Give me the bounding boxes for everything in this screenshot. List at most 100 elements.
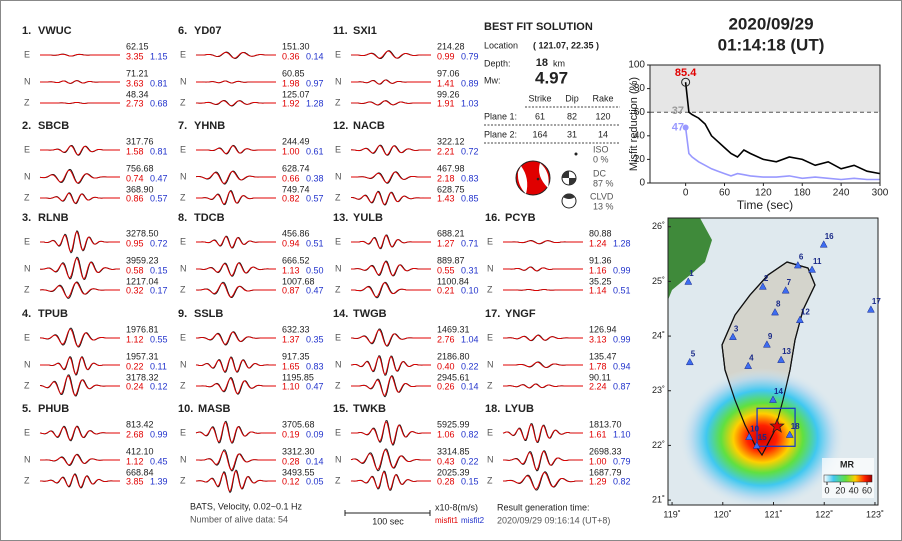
misfit2: 0.14 (306, 456, 324, 466)
amplitude: 35.25 (589, 276, 612, 286)
amplitude: 668.84 (126, 467, 154, 477)
station-name: YULB (353, 212, 383, 224)
misfit1: 0.94 (282, 238, 300, 248)
station-label: 15 (758, 433, 767, 442)
misfit1: 1.37 (282, 334, 300, 344)
solution-panel: BEST FIT SOLUTION Location ( 121.07, 22.… (484, 21, 620, 211)
component-label: N (335, 263, 342, 273)
misfit1: 0.22 (126, 361, 144, 371)
x-tick-label: 0 (683, 188, 689, 199)
misfit1: 0.55 (437, 265, 455, 275)
beachball-point (536, 177, 540, 181)
station-marker (866, 305, 875, 313)
station-name: YHNB (194, 120, 225, 132)
misfit1-key: misfit1 (435, 516, 459, 525)
misfit1: 1.06 (437, 429, 455, 439)
misfit1: 1.98 (282, 78, 300, 88)
amplitude: 317.76 (126, 136, 154, 146)
waveform-synthetic (350, 471, 431, 491)
lon-tick-label: 120˚ (714, 509, 732, 519)
amplitude: 456.86 (282, 228, 310, 238)
station-name: TDCB (194, 212, 225, 224)
misfit1: 3.85 (126, 476, 144, 486)
waveform-synthetic (195, 470, 276, 492)
waveform-synthetic (39, 375, 120, 397)
misfit1: 1.16 (589, 265, 607, 275)
station-name: RLNB (38, 212, 69, 224)
amplitude: 90.11 (589, 372, 611, 382)
component-label: N (335, 171, 342, 181)
misfit1: 1.14 (589, 285, 607, 295)
amplitude: 1195.85 (282, 372, 314, 382)
waveform-synthetic (40, 356, 120, 375)
misfit1: 0.40 (437, 361, 455, 371)
amplitude: 135.47 (589, 351, 617, 361)
waveform-synthetic (503, 289, 583, 291)
coastline (721, 261, 816, 457)
generation-time: 2020/09/29 09:16:14 (UT+8) (497, 515, 610, 525)
waveform-synthetic (503, 450, 583, 471)
amplitude: 48.34 (126, 89, 149, 99)
misfit2: 0.55 (150, 334, 168, 344)
event-time: 01:14:18 (UT) (718, 35, 825, 54)
station-label: 18 (791, 422, 800, 431)
station-name: YD07 (194, 25, 222, 37)
misfit2: 0.50 (306, 265, 324, 275)
waveform-synthetic (195, 100, 276, 107)
depth: 18 (536, 57, 548, 69)
station-label: 14 (774, 387, 783, 396)
misfit2: 0.09 (306, 429, 324, 439)
waveform-synthetic (196, 262, 276, 276)
component-label: N (335, 76, 342, 86)
amplitude: 3312.30 (282, 446, 315, 456)
event-date: 2020/09/29 (728, 14, 813, 33)
component-label: N (487, 454, 494, 464)
station-label: 6 (799, 253, 804, 262)
waveform-synthetic (503, 240, 583, 245)
station-marker (769, 395, 777, 403)
waveform-synthetic (350, 329, 431, 347)
misfit1: 2.21 (437, 146, 455, 156)
component-label: E (24, 49, 30, 59)
misfit1: 0.87 (282, 285, 300, 295)
amplitude: 71.21 (126, 68, 149, 78)
waveform-synthetic (503, 361, 583, 368)
waveform-synthetic (40, 328, 120, 347)
misfit2: 0.51 (613, 285, 631, 295)
y-tick-label: 40 (634, 130, 646, 141)
amplitude: 97.06 (437, 68, 460, 78)
amplitude: 2186.80 (437, 351, 470, 361)
misfit2: 0.10 (461, 285, 479, 295)
component-label: N (180, 359, 187, 369)
misfit2: 0.57 (150, 193, 168, 203)
misfit2: 0.83 (461, 173, 479, 183)
misfit1: 1.00 (589, 456, 607, 466)
component-label: Z (24, 380, 30, 390)
location: ( 121.07, 22.35 ) (533, 40, 599, 50)
misfit1: 0.86 (126, 193, 144, 203)
misfit1: 1.27 (437, 238, 455, 248)
x-tick-label: 180 (794, 188, 811, 199)
station-name: YNGF (505, 308, 536, 320)
waveform-synthetic (40, 80, 120, 84)
station-number: 16. (485, 212, 500, 224)
station-name: TWGB (353, 308, 387, 320)
amplitude: 2945.61 (437, 372, 470, 382)
misfit1: 0.12 (282, 476, 300, 486)
misfit2: 0.72 (461, 146, 479, 156)
misfit2: 1.04 (461, 334, 479, 344)
misfit2: 0.81 (150, 146, 168, 156)
misfit1: 0.19 (282, 429, 300, 439)
plane-value: 120 (595, 111, 610, 121)
component-label: N (180, 171, 187, 181)
station-name: SXI1 (353, 25, 377, 37)
misfit1: 1.10 (282, 381, 300, 391)
y-tick-label: 60 (634, 107, 646, 118)
station-marker (793, 261, 802, 269)
component-label: Z (335, 284, 341, 294)
y-tick-label: 80 (634, 83, 646, 94)
station-name: NACB (353, 120, 385, 132)
component-label: Z (335, 475, 341, 485)
amplitude: 412.10 (126, 446, 154, 456)
mw-label: Mw: (484, 75, 501, 85)
